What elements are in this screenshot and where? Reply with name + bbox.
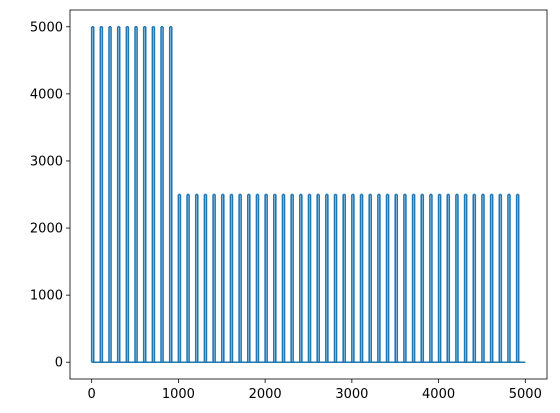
y-tick-label: 1000 [30,289,63,304]
y-tick-label: 2000 [30,222,63,237]
y-tick-label: 4000 [30,87,63,102]
y-tick-label: 5000 [30,20,63,35]
x-tick-label: 0 [88,387,96,402]
y-tick-label: 3000 [30,154,63,169]
x-tick-label: 4000 [422,387,455,402]
x-tick-label: 2000 [249,387,282,402]
y-tick-label: 0 [55,356,63,371]
x-tick-label: 3000 [335,387,368,402]
x-tick-label: 1000 [162,387,195,402]
x-tick-label: 5000 [509,387,542,402]
